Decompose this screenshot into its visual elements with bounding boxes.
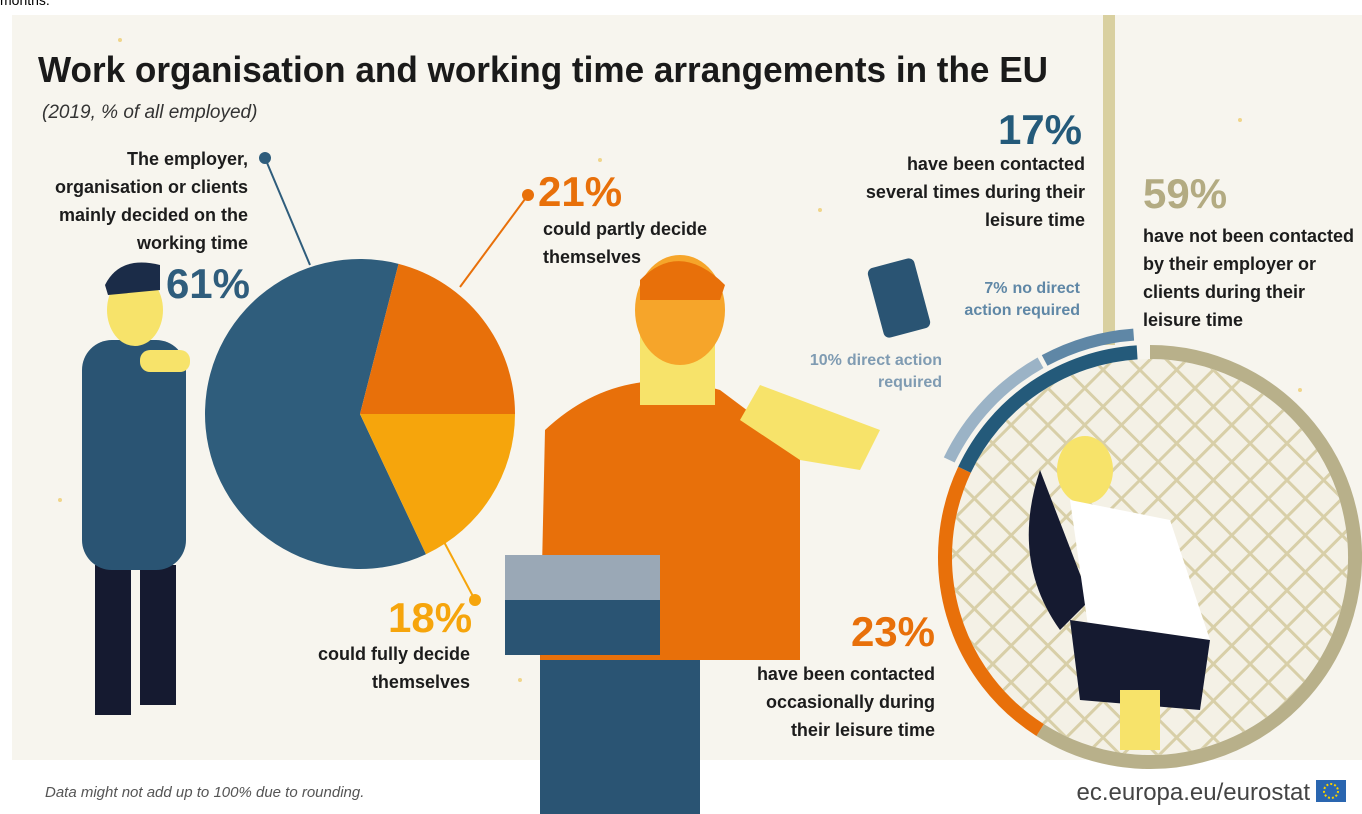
chart: months. Work organisation and working ti… — [0, 0, 1362, 814]
footnote: Data might not add up to 100% due to rou… — [45, 784, 364, 801]
value-label: 18% — [388, 596, 472, 640]
value-label: 59% — [1143, 172, 1227, 216]
breakdown-value-label: 7% — [984, 280, 1007, 297]
title: Work organisation and working time arran… — [38, 49, 1048, 90]
category-label: could partly decide themselves — [543, 215, 713, 271]
breakdown-label: 7%no direct action required — [940, 278, 1080, 322]
breakdown-value-label: 10% — [810, 352, 842, 369]
breakdown-category: direct action required — [847, 352, 942, 391]
leader-dot — [522, 189, 534, 201]
category-label: have been contacted occasionally during … — [735, 660, 935, 744]
value-label: 17% — [998, 108, 1082, 152]
category-label: could fully decide themselves — [290, 640, 470, 696]
category-label: The employer, organisation or clients ma… — [28, 145, 248, 257]
top-fragment: months. — [0, 0, 50, 8]
value-label: 21% — [538, 170, 622, 214]
value-label: 61% — [166, 262, 250, 306]
source: ec.europa.eu/eurostat — [1077, 779, 1311, 806]
breakdown-category: no direct action required — [964, 280, 1080, 319]
breakdown-label: 10% direct action required — [802, 350, 942, 394]
category-label: have been contacted several times during… — [865, 150, 1085, 234]
rope — [1103, 15, 1115, 345]
page: months. Work organisation and working ti… — [0, 0, 1362, 814]
leader-dot — [259, 152, 271, 164]
category-label: have not been contacted by their employe… — [1143, 222, 1358, 334]
subtitle: (2019, % of all employed) — [42, 102, 257, 123]
value-label: 23% — [851, 610, 935, 654]
